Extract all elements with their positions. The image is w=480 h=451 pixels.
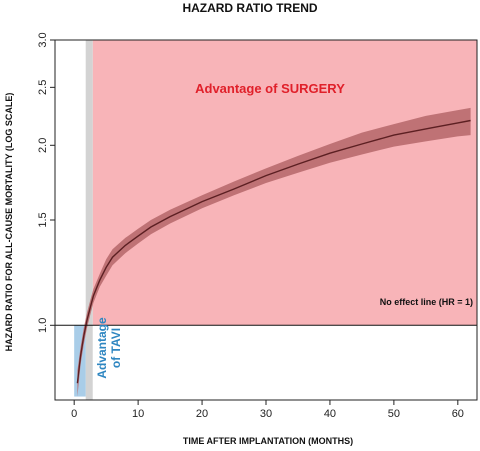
confidence-band <box>77 107 471 397</box>
y-tick-label-2: 2.0 <box>37 138 49 153</box>
y-axis-label: HAZARD RATIO FOR ALL-CAUSE MORTALITY (LO… <box>4 93 14 352</box>
y-tick-label-4: 3.0 <box>37 32 49 47</box>
chart-title: HAZARD RATIO TREND <box>182 1 317 15</box>
x-tick-label-50: 50 <box>388 408 400 420</box>
x-tick-label-40: 40 <box>324 408 336 420</box>
x-tick-label-30: 30 <box>260 408 272 420</box>
regions <box>74 40 477 400</box>
hazard-line <box>76 119 471 384</box>
hazard-ratio-line <box>76 119 471 384</box>
surgery-region <box>92 40 477 326</box>
axes: 0 10 20 30 40 50 60 1.0 1.5 2.0 2.5 3.0 <box>37 32 478 420</box>
x-tick-label-60: 60 <box>452 408 464 420</box>
crossover-band <box>85 40 93 400</box>
x-tick-label-20: 20 <box>196 408 208 420</box>
no-effect-line-label: No effect line (HR = 1) <box>380 297 473 307</box>
surgery-advantage-label: Advantage of SURGERY <box>195 81 345 96</box>
tavi-advantage-label-line1: Advantage <box>95 317 109 379</box>
tavi-advantage-label-line2: of TAVI <box>109 328 123 368</box>
y-tick-label-1: 1.5 <box>37 212 49 227</box>
y-tick-label-0: 1.0 <box>37 318 49 333</box>
x-axis-label: TIME AFTER IMPLANTATION (MONTHS) <box>183 436 353 446</box>
y-tick-label-3: 2.5 <box>37 80 49 95</box>
x-tick-label-10: 10 <box>132 408 144 420</box>
confidence-interval <box>77 107 471 397</box>
x-tick-label-0: 0 <box>71 408 77 420</box>
